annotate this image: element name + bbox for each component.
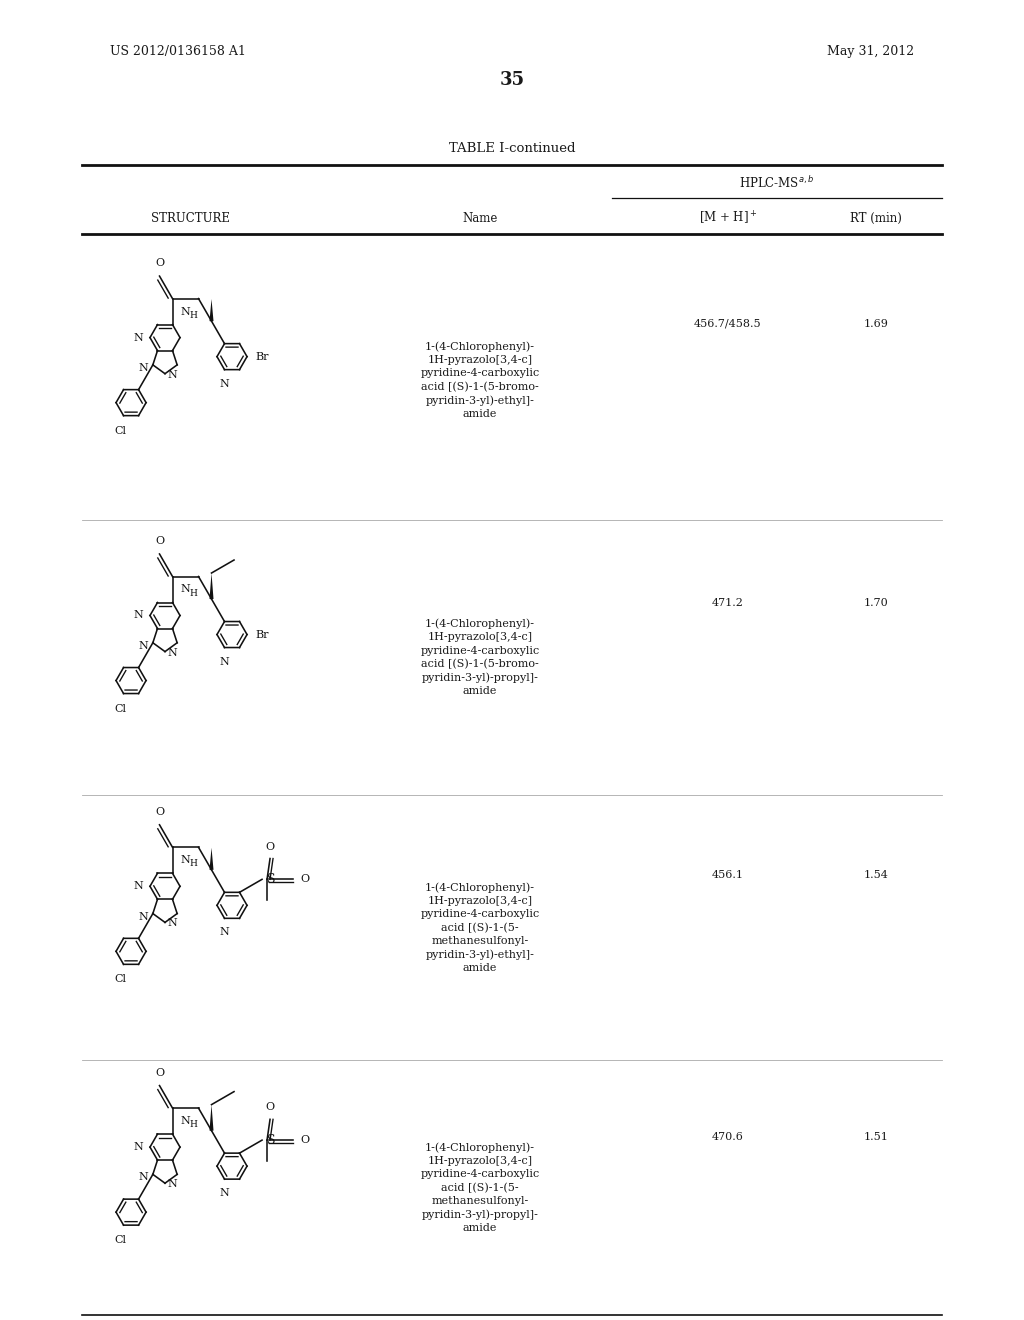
Text: TABLE I-continued: TABLE I-continued [449,141,575,154]
Text: acid [(S)-1-(5-bromo-: acid [(S)-1-(5-bromo- [421,381,539,392]
Text: N: N [219,928,229,937]
Text: 1.69: 1.69 [863,319,889,329]
Text: N: N [180,1117,190,1126]
Text: N: N [133,333,143,343]
Text: Cl: Cl [115,1236,127,1245]
Text: N: N [167,919,177,928]
Text: pyridine-4-carboxylic: pyridine-4-carboxylic [421,909,540,919]
Text: methanesulfonyl-: methanesulfonyl- [431,1196,528,1206]
Text: 1H-pyrazolo[3,4-c]: 1H-pyrazolo[3,4-c] [427,632,532,643]
Text: N: N [167,648,177,657]
Text: amide: amide [463,686,498,697]
Text: H: H [189,1121,198,1129]
Text: 35: 35 [500,71,524,88]
Text: O: O [155,259,164,268]
Text: May 31, 2012: May 31, 2012 [826,45,914,58]
Text: 456.1: 456.1 [712,870,744,879]
Text: O: O [155,807,164,817]
Text: pyridin-3-yl)-propyl]-: pyridin-3-yl)-propyl]- [422,673,539,684]
Text: N: N [138,363,147,372]
Text: 1.70: 1.70 [863,598,889,607]
Text: Br: Br [255,630,268,639]
Text: S: S [267,873,275,886]
Text: O: O [300,874,309,884]
Text: O: O [265,842,274,851]
Text: 470.6: 470.6 [712,1131,744,1142]
Text: S: S [267,1134,275,1147]
Text: N: N [133,610,143,620]
Text: Cl: Cl [115,425,127,436]
Text: 1-(4-Chlorophenyl)-: 1-(4-Chlorophenyl)- [425,882,535,892]
Text: pyridine-4-carboxylic: pyridine-4-carboxylic [421,368,540,379]
Text: O: O [155,1068,164,1077]
Text: Cl: Cl [115,704,127,714]
Text: pyridin-3-yl)-ethyl]-: pyridin-3-yl)-ethyl]- [426,949,535,960]
Text: O: O [155,536,164,546]
Text: amide: amide [463,409,498,418]
Text: 1H-pyrazolo[3,4-c]: 1H-pyrazolo[3,4-c] [427,355,532,366]
Text: [M + H]$^+$: [M + H]$^+$ [698,210,757,227]
Text: RT (min): RT (min) [850,211,902,224]
Polygon shape [210,1105,214,1131]
Text: 1H-pyrazolo[3,4-c]: 1H-pyrazolo[3,4-c] [427,1156,532,1166]
Text: N: N [133,882,143,891]
Text: Name: Name [462,211,498,224]
Text: 456.7/458.5: 456.7/458.5 [694,319,762,329]
Text: STRUCTURE: STRUCTURE [151,211,229,224]
Text: Br: Br [255,351,268,362]
Text: 1-(4-Chlorophenyl)-: 1-(4-Chlorophenyl)- [425,619,535,630]
Text: N: N [180,306,190,317]
Polygon shape [210,573,214,599]
Text: H: H [189,589,198,598]
Text: Cl: Cl [115,974,127,985]
Text: pyridin-3-yl)-propyl]-: pyridin-3-yl)-propyl]- [422,1209,539,1220]
Text: 471.2: 471.2 [712,598,744,607]
Text: H: H [189,310,198,319]
Text: acid [(S)-1-(5-: acid [(S)-1-(5- [441,923,519,933]
Text: HPLC-MS$^{a,b}$: HPLC-MS$^{a,b}$ [739,176,815,191]
Text: N: N [167,370,177,380]
Text: amide: amide [463,1224,498,1233]
Text: N: N [219,656,229,667]
Text: N: N [133,1142,143,1152]
Text: O: O [300,1135,309,1146]
Text: 1.51: 1.51 [863,1131,889,1142]
Text: US 2012/0136158 A1: US 2012/0136158 A1 [110,45,246,58]
Text: 1-(4-Chlorophenyl)-: 1-(4-Chlorophenyl)- [425,341,535,352]
Polygon shape [210,300,214,321]
Text: N: N [167,1179,177,1189]
Text: N: N [219,1188,229,1199]
Text: N: N [219,379,229,388]
Text: N: N [180,585,190,594]
Text: H: H [189,859,198,869]
Polygon shape [210,847,214,870]
Text: 1-(4-Chlorophenyl)-: 1-(4-Chlorophenyl)- [425,1142,535,1152]
Text: pyridin-3-yl)-ethyl]-: pyridin-3-yl)-ethyl]- [426,395,535,405]
Text: O: O [265,1102,274,1113]
Text: methanesulfonyl-: methanesulfonyl- [431,936,528,946]
Text: acid [(S)-1-(5-: acid [(S)-1-(5- [441,1183,519,1193]
Text: N: N [138,912,147,921]
Text: N: N [138,640,147,651]
Text: pyridine-4-carboxylic: pyridine-4-carboxylic [421,645,540,656]
Text: acid [(S)-1-(5-bromo-: acid [(S)-1-(5-bromo- [421,659,539,669]
Text: 1.54: 1.54 [863,870,889,879]
Text: amide: amide [463,964,498,973]
Text: N: N [138,1172,147,1183]
Text: N: N [180,855,190,866]
Text: pyridine-4-carboxylic: pyridine-4-carboxylic [421,1170,540,1179]
Text: 1H-pyrazolo[3,4-c]: 1H-pyrazolo[3,4-c] [427,896,532,906]
